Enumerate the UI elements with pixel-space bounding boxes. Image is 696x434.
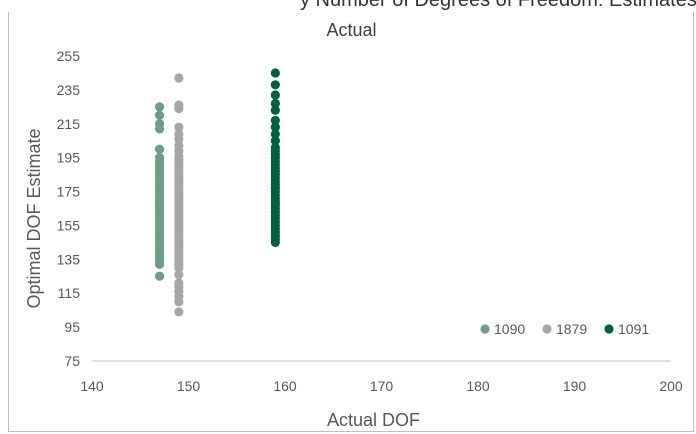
data-point-1090	[154, 256, 165, 266]
chart-border	[8, 12, 694, 432]
data-point-1879	[174, 307, 184, 317]
y-tick-label: 155	[57, 217, 81, 233]
data-point-1090	[154, 198, 165, 209]
y-tick-label: 235	[57, 82, 81, 98]
chart-title: Actual	[326, 20, 376, 40]
data-point-1879	[174, 141, 184, 151]
data-point-1091	[270, 80, 280, 90]
legend-marker-1091	[604, 324, 614, 334]
x-tick-label: 170	[370, 378, 394, 394]
clipped-header-text: y Number of Degrees of Freedom: Estimate…	[0, 0, 696, 12]
data-point-1090	[154, 271, 165, 281]
y-axis-title: Optimal DOF Estimate	[24, 128, 44, 308]
data-point-1091	[270, 136, 280, 146]
legend-label-1090: 1090	[494, 321, 525, 337]
data-point-1091	[270, 98, 280, 109]
data-point-1091	[270, 90, 280, 100]
x-tick-label: 180	[466, 378, 490, 394]
y-tick-label: 255	[57, 48, 81, 64]
data-point-1879	[174, 269, 184, 280]
x-tick-label: 190	[563, 378, 587, 394]
x-tick-label: 160	[273, 378, 297, 394]
legend-label-1879: 1879	[556, 321, 587, 337]
data-point-1879	[174, 278, 184, 288]
data-point-1879	[174, 73, 184, 83]
x-axis-title: Actual DOF	[327, 410, 420, 430]
data-point-1091	[270, 105, 280, 115]
data-point-1090	[154, 102, 165, 112]
y-tick-label: 115	[58, 285, 81, 301]
y-tick-label: 75	[64, 353, 80, 369]
data-point-1879	[174, 100, 184, 110]
data-point-1091	[270, 129, 280, 139]
data-point-1879	[174, 129, 184, 139]
data-point-1090	[154, 110, 165, 120]
data-point-1879	[174, 122, 184, 132]
legend-marker-1090	[480, 324, 490, 334]
data-point-1091	[270, 68, 280, 78]
data-point-1091	[270, 122, 280, 132]
legend-label-1091: 1091	[618, 321, 649, 337]
y-tick-label: 95	[64, 319, 80, 335]
x-tick-label: 140	[80, 378, 104, 394]
data-point-1090	[154, 153, 165, 163]
data-point-1091	[270, 142, 280, 153]
x-tick-label: 200	[659, 378, 683, 394]
data-point-1090	[154, 144, 165, 154]
y-tick-label: 195	[57, 150, 81, 166]
y-tick-label: 215	[57, 116, 81, 132]
legend-marker-1879	[542, 324, 552, 334]
y-tick-label: 175	[57, 184, 81, 200]
clipped-header-label: y Number of Degrees of Freedom: Estimate…	[300, 0, 696, 11]
data-point-1090	[154, 119, 165, 129]
y-tick-label: 135	[57, 251, 81, 267]
data-point-1091	[270, 115, 280, 125]
x-tick-label: 150	[177, 378, 201, 394]
